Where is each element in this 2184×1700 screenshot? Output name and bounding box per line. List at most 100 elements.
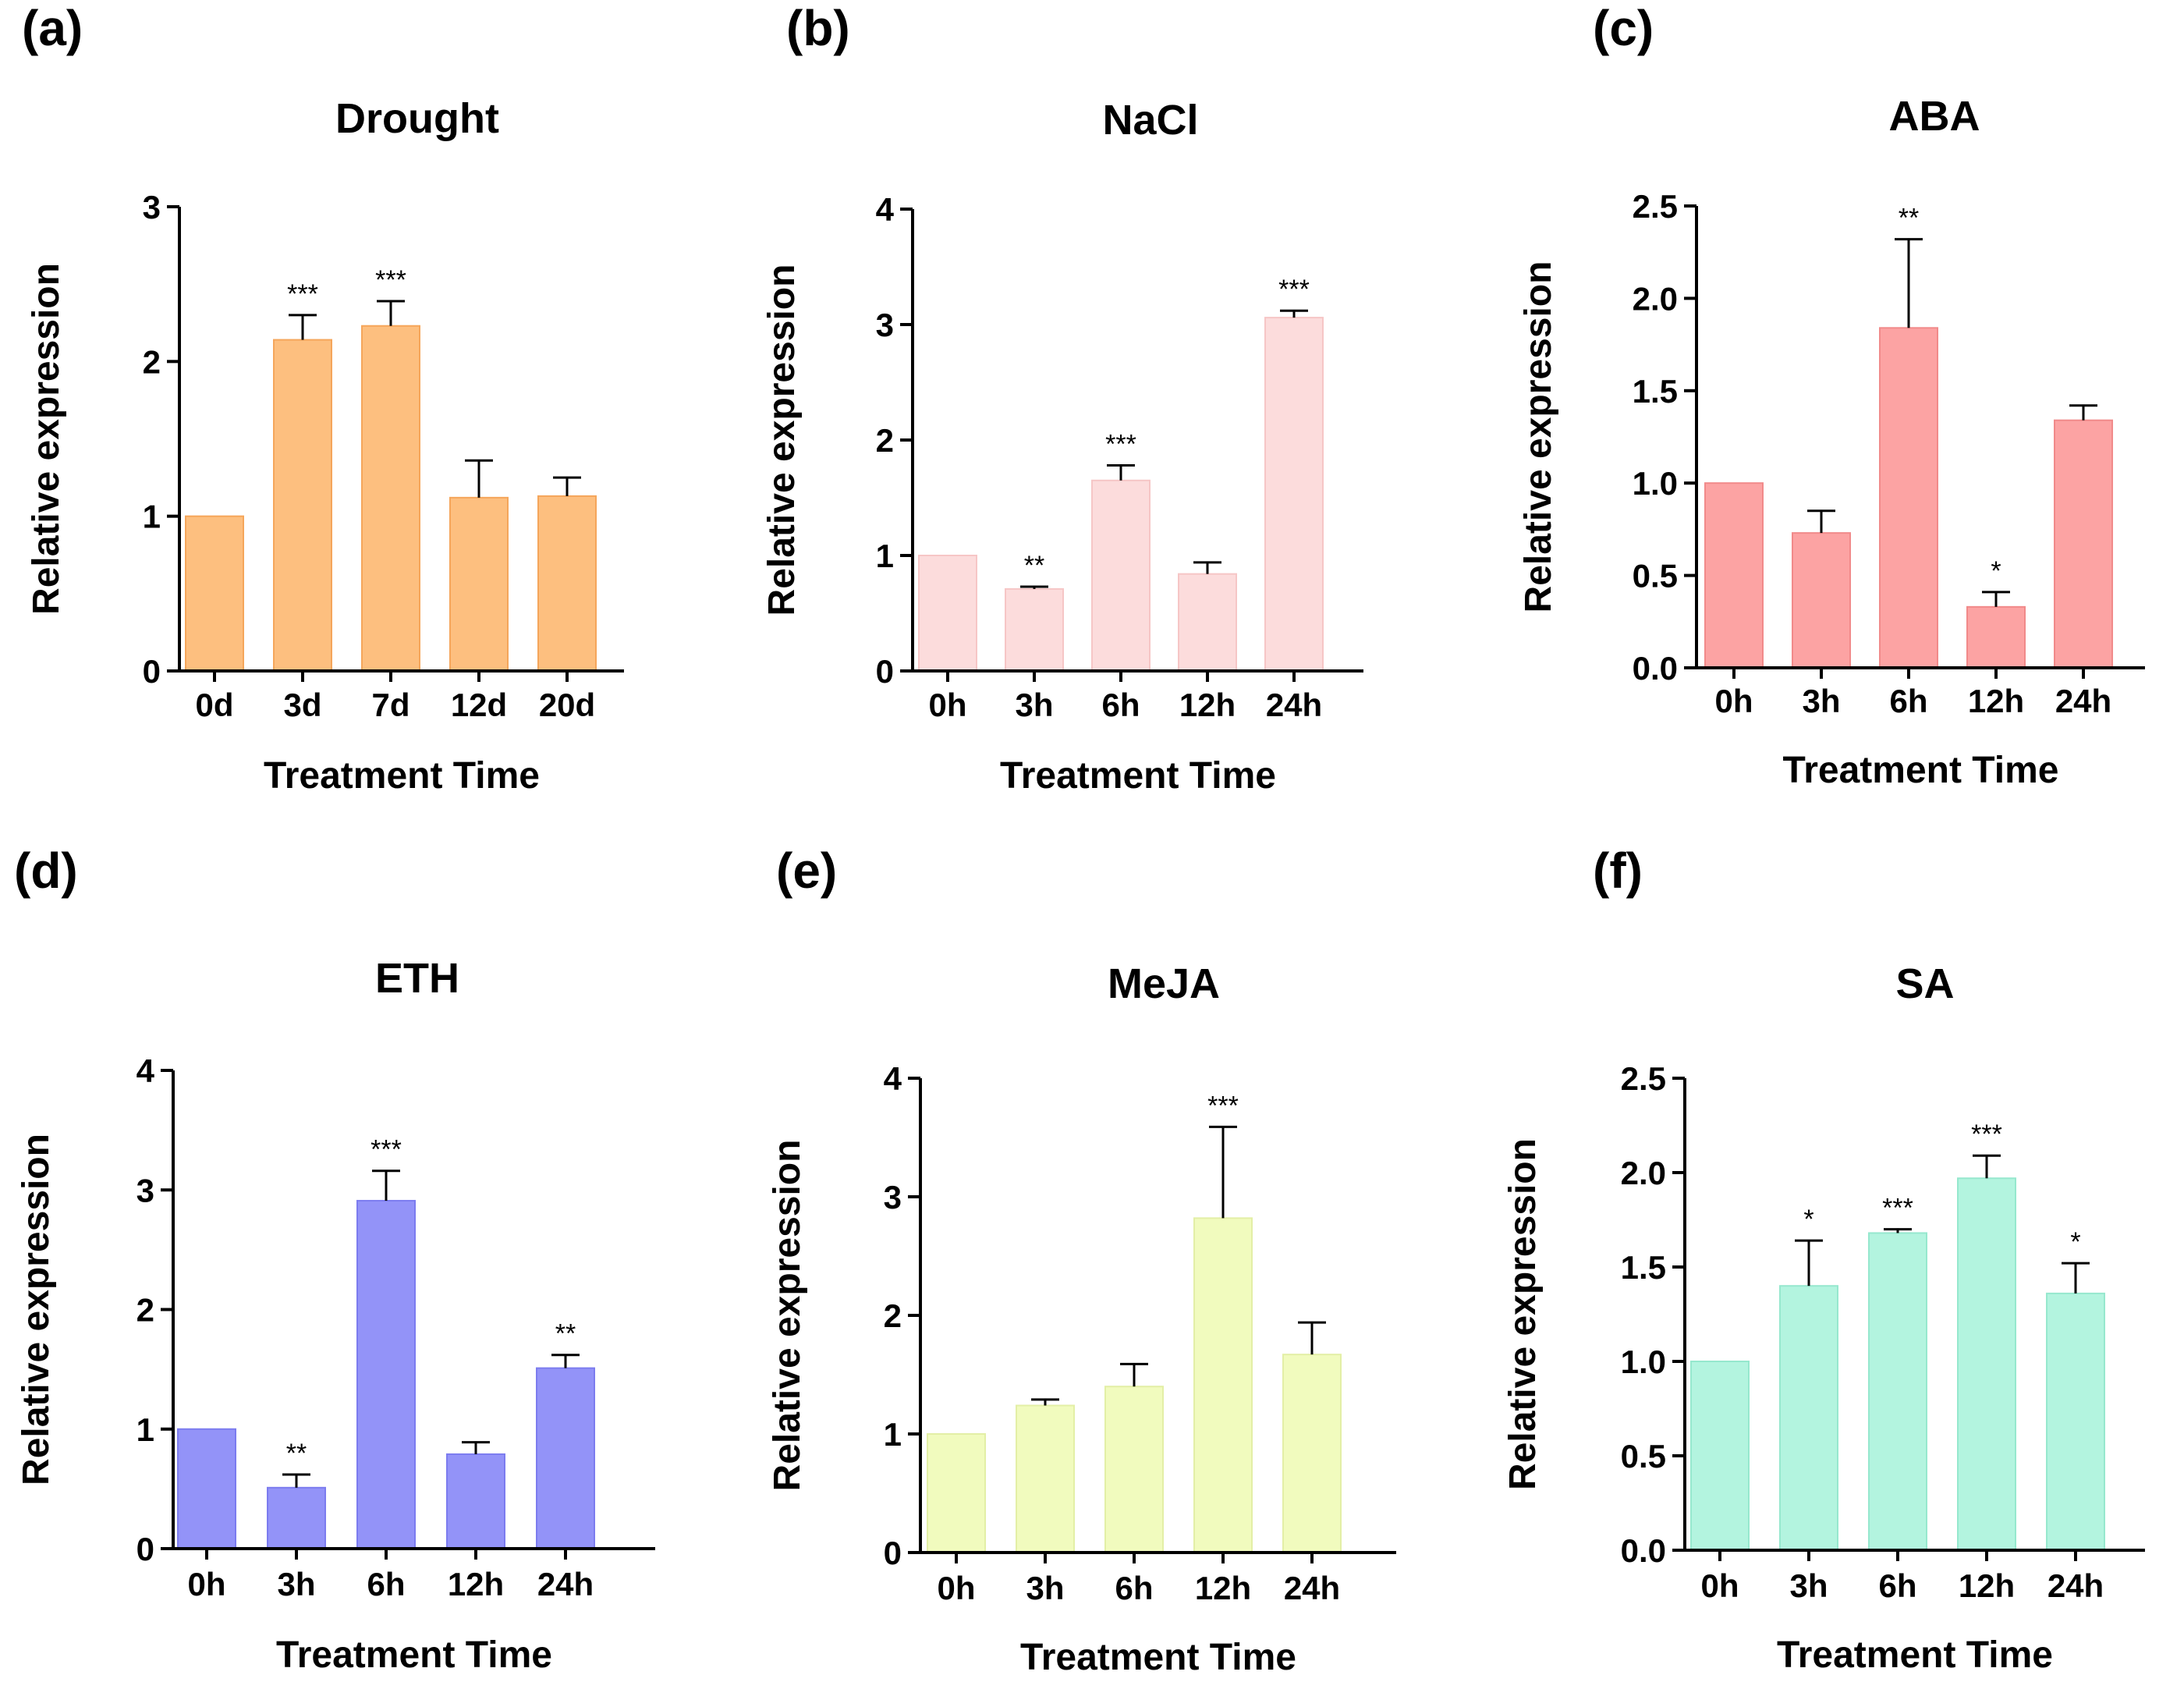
y-axis-label: Relative expression: [767, 1140, 808, 1492]
x-axis-label: Treatment Time: [264, 755, 540, 797]
chart-title: Drought: [335, 95, 499, 142]
bar-6h: [1868, 1232, 1927, 1551]
bar-24h: [1264, 317, 1324, 672]
x-tick-label: 3h: [1026, 1570, 1064, 1606]
x-axis-label: Treatment Time: [1777, 1634, 2053, 1676]
significance-label: ***: [370, 1135, 402, 1165]
x-tick-label: 12h: [448, 1566, 504, 1602]
significance-label: ***: [287, 279, 318, 309]
significance-label: ***: [1882, 1194, 1913, 1223]
y-tick-label: 2.5: [1633, 188, 1678, 225]
y-tick-label: 0: [143, 653, 161, 690]
bar-3h: [267, 1486, 326, 1550]
x-tick-label: 12h: [1959, 1567, 2015, 1604]
y-tick-label: 3: [136, 1172, 154, 1208]
bar-3h: [1779, 1285, 1838, 1551]
x-tick-label: 0h: [1714, 683, 1753, 719]
significance-label: ***: [1278, 275, 1310, 304]
bar-12h: [446, 1453, 505, 1549]
x-tick-label: 3h: [1802, 683, 1840, 719]
y-tick-label: 1.0: [1633, 465, 1678, 502]
y-tick-label: 1: [143, 499, 161, 535]
bar-0h: [918, 555, 977, 672]
y-tick-label: 4: [884, 1060, 902, 1097]
panel-label: (b): [786, 0, 850, 56]
x-tick-label: 3d: [283, 687, 321, 723]
y-tick-label: 0: [876, 653, 894, 690]
x-axis-label: Treatment Time: [1000, 755, 1276, 797]
bar-6h: [1091, 479, 1150, 672]
bar-12h: [1178, 573, 1237, 672]
chart-panel-5: (e) MeJA 0h 3h 6h *** 12h 24h 0 1 2 3 4 Relative expr…: [767, 843, 1396, 1678]
x-tick-label: 24h: [1266, 687, 1322, 723]
bar-3h: [1016, 1404, 1075, 1554]
bar-12h: [1966, 605, 2026, 669]
bar-3h: [1792, 532, 1851, 669]
y-tick-label: 0.0: [1621, 1532, 1666, 1569]
x-axis-label: Treatment Time: [1783, 750, 2059, 791]
bar-3h: [1005, 587, 1064, 672]
x-tick-label: 12h: [1968, 683, 2024, 719]
panel-label: (d): [14, 843, 78, 899]
x-tick-label: 6h: [367, 1566, 405, 1602]
bar-12h: [1193, 1217, 1253, 1553]
significance-label: **: [286, 1439, 307, 1468]
bar-0h: [177, 1428, 236, 1549]
bar-12h: [1957, 1177, 2016, 1551]
y-tick-label: 4: [136, 1052, 155, 1089]
x-axis-label: Treatment Time: [276, 1634, 552, 1676]
significance-label: ***: [1971, 1120, 2002, 1149]
y-tick-label: 2: [143, 343, 161, 380]
bar-0h: [1704, 482, 1764, 669]
bar-0h: [927, 1433, 986, 1553]
bar-6h: [356, 1200, 416, 1549]
chart-title: MeJA: [1108, 960, 1220, 1007]
y-tick-label: 1: [884, 1416, 902, 1453]
x-tick-label: 12d: [451, 687, 507, 723]
y-tick-label: 1.0: [1621, 1343, 1666, 1380]
x-tick-label: 3h: [1789, 1567, 1828, 1604]
y-tick-label: 2.5: [1621, 1060, 1666, 1097]
chart-panel-4: (d) ETH 0h ** 3h *** 6h 12h ** 24h 0 1 2 3 4 Relative e…: [14, 843, 655, 1676]
chart-panel-1: (a) Drought 0d *** 3d *** 7d 12d 20d 0 1 2 3 Relative…: [22, 0, 624, 797]
chart-title: SA: [1895, 960, 1954, 1007]
y-tick-label: 3: [884, 1179, 902, 1216]
y-tick-label: 0: [136, 1531, 154, 1567]
y-tick-label: 2: [884, 1297, 902, 1334]
bar-6h: [1879, 327, 1938, 669]
y-tick-label: 1: [136, 1411, 154, 1448]
y-axis-label: Relative expression: [1502, 1138, 1544, 1490]
panel-label: (a): [22, 0, 83, 56]
y-tick-label: 2: [876, 422, 894, 459]
x-tick-label: 3h: [1015, 687, 1053, 723]
bar-24h: [2046, 1292, 2105, 1551]
chart-panel-6: (f) SA 0h * 3h *** 6h *** 12h * 24h 0.0 0.5 1.0 1.5 2.0…: [1502, 843, 2145, 1676]
y-tick-label: 1: [876, 538, 894, 574]
x-tick-label: 7d: [371, 687, 410, 723]
bar-7d: [361, 325, 420, 672]
bar-0d: [185, 515, 244, 673]
chart-title: NaCl: [1102, 97, 1198, 144]
x-tick-label: 12h: [1179, 687, 1236, 723]
chart-panel-3: (c) ABA 0h 3h ** 6h * 12h 24h 0.0 0.5 1.0 1.5 2.0 2.5 R…: [1518, 0, 2145, 791]
y-tick-label: 2: [136, 1292, 154, 1329]
y-tick-label: 1.5: [1621, 1249, 1666, 1286]
x-tick-label: 6h: [1878, 1567, 1916, 1604]
chart-title: ETH: [375, 955, 459, 1002]
bar-20d: [537, 495, 597, 673]
x-tick-label: 24h: [1284, 1570, 1340, 1606]
x-tick-label: 0d: [195, 687, 233, 723]
y-tick-label: 2.0: [1621, 1155, 1666, 1191]
y-tick-label: 0: [884, 1535, 902, 1571]
x-tick-label: 6h: [1101, 687, 1140, 723]
significance-label: **: [555, 1319, 576, 1349]
significance-label: ***: [1207, 1091, 1239, 1120]
y-tick-label: 3: [876, 307, 894, 343]
y-tick-label: 0.5: [1633, 558, 1678, 594]
bar-0h: [1690, 1361, 1750, 1551]
panel-label: (e): [776, 843, 837, 899]
x-axis-label: Treatment Time: [1020, 1637, 1296, 1678]
x-tick-label: 24h: [2048, 1567, 2104, 1604]
significance-label: *: [1803, 1205, 1814, 1234]
x-tick-label: 0h: [187, 1566, 225, 1602]
